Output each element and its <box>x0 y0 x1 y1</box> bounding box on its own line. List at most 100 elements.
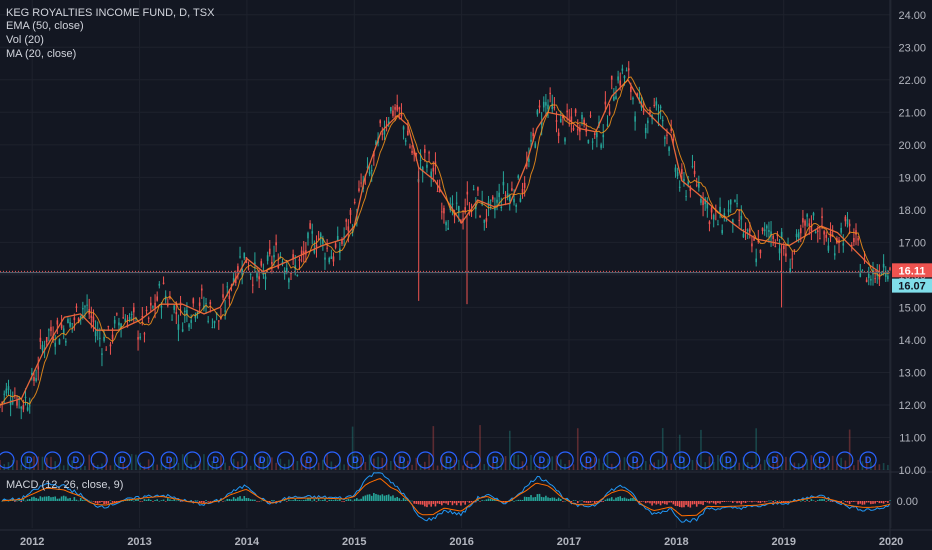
candle-body <box>198 302 201 307</box>
candle-body <box>702 200 704 206</box>
candle-body <box>156 296 158 301</box>
volume-bar <box>432 426 435 470</box>
candle-body <box>447 227 449 230</box>
macd-legend[interactable]: MACD (12, 26, close, 9) <box>6 479 124 491</box>
macd-histogram-bar <box>661 501 664 504</box>
candle-body <box>861 270 864 272</box>
macd-histogram-bar <box>375 494 377 501</box>
macd-histogram-bar <box>640 501 643 502</box>
candle-body <box>859 273 862 277</box>
macd-histogram-bar <box>326 501 328 502</box>
candle-body <box>3 393 6 395</box>
volume-bar <box>415 457 418 470</box>
volume-bar <box>504 456 507 470</box>
candle-body <box>264 276 267 280</box>
volume-bar <box>130 454 133 470</box>
dividend-marker <box>463 451 481 469</box>
candle-body <box>587 139 590 144</box>
dividend-marker <box>603 451 621 469</box>
macd-histogram-bar <box>491 499 494 501</box>
macd-histogram-bar <box>39 496 42 501</box>
macd-histogram-bar <box>814 501 817 502</box>
candle-body <box>825 234 828 238</box>
macd-histogram-bar <box>523 496 526 501</box>
candle-body <box>7 386 10 391</box>
volume-bar <box>615 465 617 470</box>
volume-bar <box>33 456 35 470</box>
macd-histogram-bar <box>872 501 874 504</box>
candle-body <box>521 188 524 193</box>
candle-body <box>540 121 543 125</box>
volume-bar <box>721 454 723 470</box>
candle-body <box>742 233 745 238</box>
macd-histogram-bar <box>179 501 182 502</box>
volume-bar <box>368 454 371 470</box>
volume-bar <box>746 462 749 470</box>
volume-bar <box>84 465 86 470</box>
volume-bar <box>16 460 18 470</box>
macd-histogram-bar <box>358 499 360 501</box>
macd-histogram-bar <box>228 498 231 501</box>
volume-bar <box>394 461 396 470</box>
y-tick-label: 18.00 <box>898 205 926 217</box>
macd-histogram-bar <box>35 497 37 501</box>
macd-histogram-bar <box>778 500 781 502</box>
macd-histogram-bar <box>545 495 547 501</box>
candle-body <box>296 275 299 277</box>
ma-legend[interactable]: MA (20, close) <box>6 48 77 60</box>
y-tick-label: 17.00 <box>898 237 926 249</box>
ema-line <box>0 78 881 406</box>
candle-body <box>506 193 509 198</box>
macd-histogram-bar <box>602 501 605 502</box>
macd-histogram-bar <box>370 495 373 501</box>
macd-histogram-bar <box>579 500 581 502</box>
candle-body <box>277 264 280 268</box>
macd-histogram-bar <box>392 495 394 501</box>
candle-body <box>889 267 891 270</box>
macd-histogram-bar <box>453 501 456 504</box>
volume-bar <box>373 458 375 470</box>
macd-histogram-bar <box>158 500 161 502</box>
candle-body <box>589 115 592 117</box>
volume-legend[interactable]: Vol (20) <box>6 34 44 46</box>
y-tick-label: 10.00 <box>898 465 926 477</box>
macd-histogram-bar <box>763 501 766 503</box>
macd-histogram-bar <box>16 500 18 502</box>
candle-body <box>812 212 815 216</box>
ema-price-tag <box>892 278 932 293</box>
candle-body <box>75 306 78 309</box>
candle-body <box>141 315 144 318</box>
dividend-marker <box>673 451 691 469</box>
macd-histogram-bar <box>562 501 564 502</box>
candle-body <box>617 76 619 81</box>
macd-histogram-bar <box>870 501 872 505</box>
macd-histogram-bar <box>73 497 76 501</box>
candle-body <box>655 101 658 106</box>
macd-histogram-bar <box>542 497 545 501</box>
candle-body <box>349 210 352 215</box>
macd-histogram-bar <box>190 500 192 501</box>
candle-body <box>814 232 817 234</box>
candle-body <box>247 268 250 270</box>
candle-body <box>604 101 607 105</box>
volume-bar <box>71 460 74 470</box>
candle-body <box>207 320 209 322</box>
volume-bar <box>827 462 830 470</box>
candle-body <box>751 243 753 247</box>
volume-bar <box>88 454 91 470</box>
candle-body <box>785 253 787 257</box>
volume-bar <box>819 461 821 470</box>
macd-histogram-bar <box>315 501 318 502</box>
ma-line <box>0 76 891 406</box>
candle-body <box>508 195 511 202</box>
volume-bar <box>28 459 31 470</box>
volume-bar <box>870 462 872 470</box>
candle-body <box>302 251 305 255</box>
macd-histogram-bar <box>113 501 116 503</box>
ema-legend[interactable]: EMA (50, close) <box>6 20 84 32</box>
candle-body <box>706 203 709 209</box>
macd-histogram-bar <box>634 498 636 501</box>
candle-body <box>659 106 662 109</box>
macd-histogram-bar <box>56 498 59 501</box>
